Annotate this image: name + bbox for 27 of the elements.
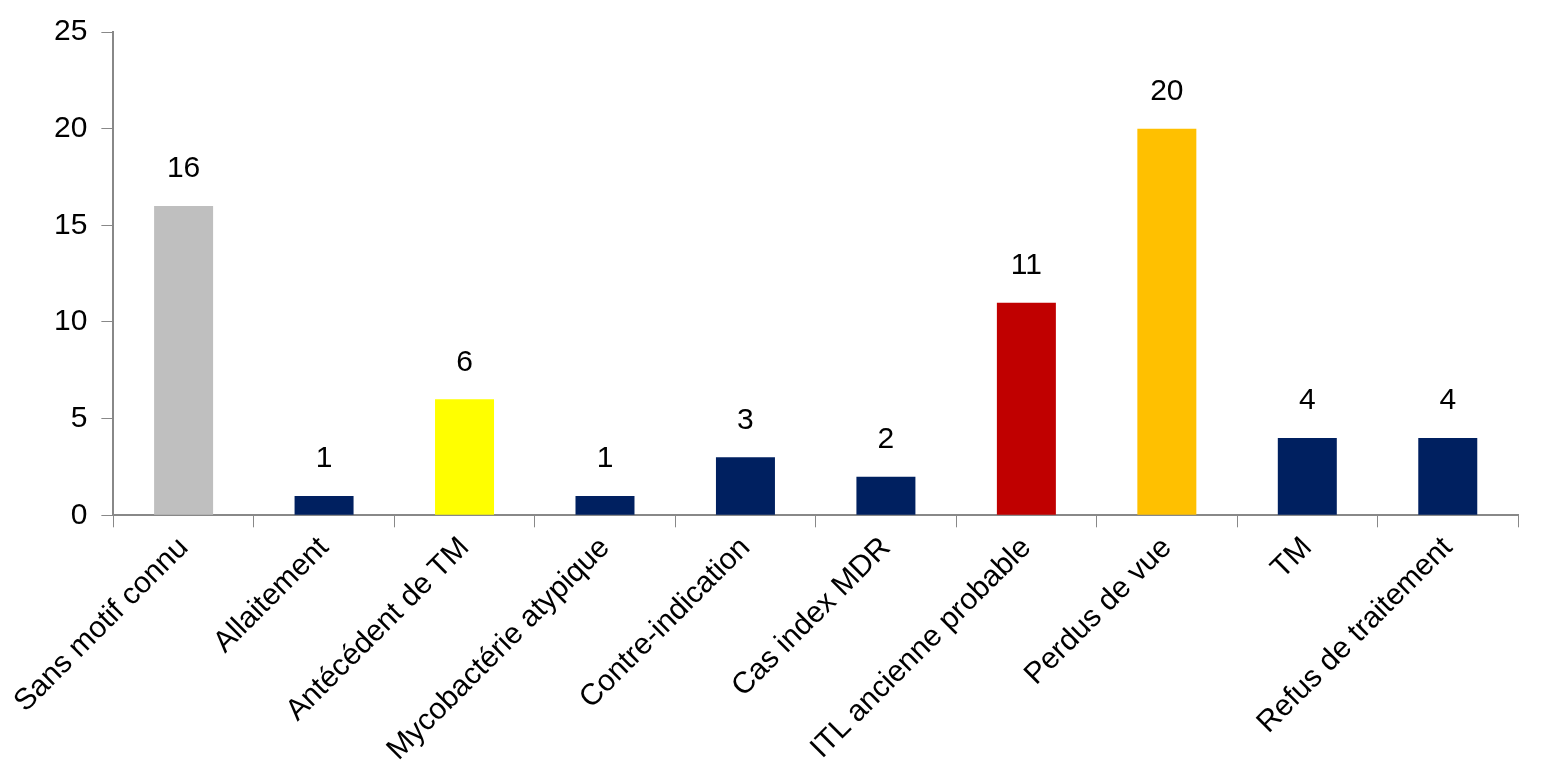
bar bbox=[154, 205, 214, 515]
y-tick-label: 0 bbox=[70, 496, 88, 530]
data-label: 11 bbox=[1010, 246, 1042, 280]
y-tick-label: 10 bbox=[53, 303, 88, 337]
bar bbox=[435, 399, 495, 515]
data-label: 4 bbox=[1439, 382, 1457, 416]
bar bbox=[856, 476, 916, 515]
data-label: 1 bbox=[315, 440, 333, 474]
data-label: 20 bbox=[1150, 72, 1184, 106]
x-tick-label: TM bbox=[1263, 529, 1318, 584]
y-tick-label: 20 bbox=[53, 109, 88, 143]
bar bbox=[1277, 437, 1337, 515]
bar bbox=[1418, 437, 1478, 515]
data-label: 1 bbox=[596, 440, 614, 474]
bar bbox=[294, 495, 354, 515]
data-label: 6 bbox=[456, 343, 473, 377]
data-label: 2 bbox=[877, 420, 895, 454]
data-label: 3 bbox=[737, 401, 754, 435]
data-label: 4 bbox=[1298, 382, 1316, 416]
bar bbox=[1137, 128, 1197, 515]
y-tick-label: 25 bbox=[53, 13, 88, 47]
y-tick-label: 5 bbox=[70, 399, 88, 433]
y-tick-label: 15 bbox=[53, 206, 88, 240]
bar bbox=[575, 495, 635, 515]
bar bbox=[996, 302, 1056, 515]
data-label: 16 bbox=[166, 150, 201, 184]
bar bbox=[715, 457, 775, 515]
